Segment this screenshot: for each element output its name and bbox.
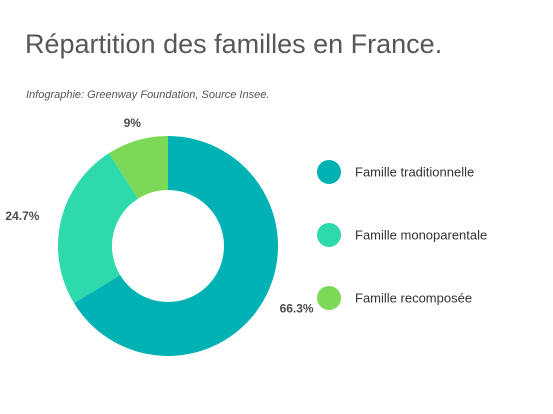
chart-title: Répartition des familles en France. — [25, 29, 443, 59]
chart-subtitle: Infographie: Greenway Foundation, Source… — [26, 89, 270, 101]
slice-famille-monoparentale — [58, 153, 138, 304]
pct-label-famille-traditionnelle: 66.3% — [280, 302, 314, 316]
donut-slices — [58, 136, 279, 357]
slice-famille-traditionnelle — [74, 136, 279, 357]
legend-marker-famille-traditionnelle — [317, 160, 341, 184]
percentage-labels: 66.3% 24.7% 9% — [5, 116, 314, 316]
legend-label-famille-recomposee: Famille recomposée — [355, 291, 472, 306]
pct-label-famille-recomposee: 9% — [124, 116, 142, 130]
legend-marker-famille-monoparentale — [317, 223, 341, 247]
legend-marker-famille-recomposee — [317, 286, 341, 310]
chart-legend: Famille traditionnelle Famille monoparent… — [317, 160, 487, 310]
legend-label-famille-traditionnelle: Famille traditionnelle — [355, 165, 474, 180]
pct-label-famille-monoparentale: 24.7% — [5, 209, 39, 223]
slice-famille-recomposee — [109, 136, 168, 199]
legend-label-famille-monoparentale: Famille monoparentale — [355, 228, 487, 243]
